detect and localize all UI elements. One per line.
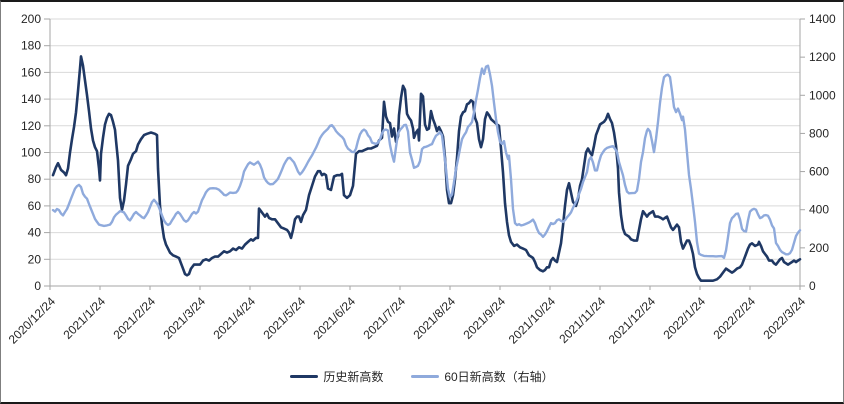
- svg-text:2021/11/24: 2021/11/24: [556, 294, 608, 346]
- svg-text:2022/3/24: 2022/3/24: [760, 294, 808, 342]
- 60day-highs-line-icon: [411, 375, 440, 378]
- svg-text:80: 80: [28, 172, 42, 186]
- svg-text:2021/10/24: 2021/10/24: [506, 294, 559, 347]
- svg-text:200: 200: [21, 12, 41, 26]
- legend-label-history-highs: 历史新高数: [323, 370, 384, 384]
- svg-text:120: 120: [21, 119, 41, 133]
- svg-text:2021/4/24: 2021/4/24: [210, 294, 258, 342]
- svg-text:0: 0: [34, 279, 41, 293]
- svg-text:2021/5/24: 2021/5/24: [260, 294, 308, 342]
- svg-text:40: 40: [28, 226, 42, 240]
- svg-text:200: 200: [809, 241, 829, 255]
- svg-text:400: 400: [809, 203, 829, 217]
- history-highs-line-icon: [290, 375, 319, 378]
- svg-text:2021/12/24: 2021/12/24: [606, 294, 659, 347]
- svg-text:2021/7/24: 2021/7/24: [360, 294, 408, 342]
- svg-text:2021/1/24: 2021/1/24: [60, 294, 108, 342]
- svg-text:1200: 1200: [809, 50, 836, 64]
- svg-text:2022/2/24: 2022/2/24: [710, 294, 758, 342]
- svg-text:2021/9/24: 2021/9/24: [460, 294, 508, 342]
- svg-text:180: 180: [21, 39, 41, 53]
- svg-text:2022/1/24: 2022/1/24: [660, 294, 708, 342]
- svg-text:140: 140: [21, 92, 41, 106]
- svg-text:600: 600: [809, 165, 829, 179]
- svg-text:800: 800: [809, 126, 829, 140]
- legend-item-history-highs[interactable]: 历史新高数: [290, 368, 383, 385]
- svg-text:1400: 1400: [809, 12, 836, 26]
- svg-text:0: 0: [809, 279, 816, 293]
- svg-text:2020/12/24: 2020/12/24: [6, 294, 59, 347]
- svg-text:2021/3/24: 2021/3/24: [160, 294, 208, 342]
- svg-text:20: 20: [28, 252, 42, 266]
- svg-text:1000: 1000: [809, 88, 836, 102]
- svg-text:2021/2/24: 2021/2/24: [110, 294, 158, 342]
- legend-label-60day-highs: 60日新高数（右轴）: [444, 370, 554, 384]
- svg-text:2021/8/24: 2021/8/24: [410, 294, 458, 342]
- svg-text:2021/6/24: 2021/6/24: [310, 294, 358, 342]
- svg-text:160: 160: [21, 65, 41, 79]
- svg-text:60: 60: [28, 199, 42, 213]
- legend-item-60day-highs[interactable]: 60日新高数（右轴）: [411, 368, 554, 385]
- svg-text:100: 100: [21, 146, 41, 160]
- legend: 历史新高数 60日新高数（右轴）: [1, 368, 843, 385]
